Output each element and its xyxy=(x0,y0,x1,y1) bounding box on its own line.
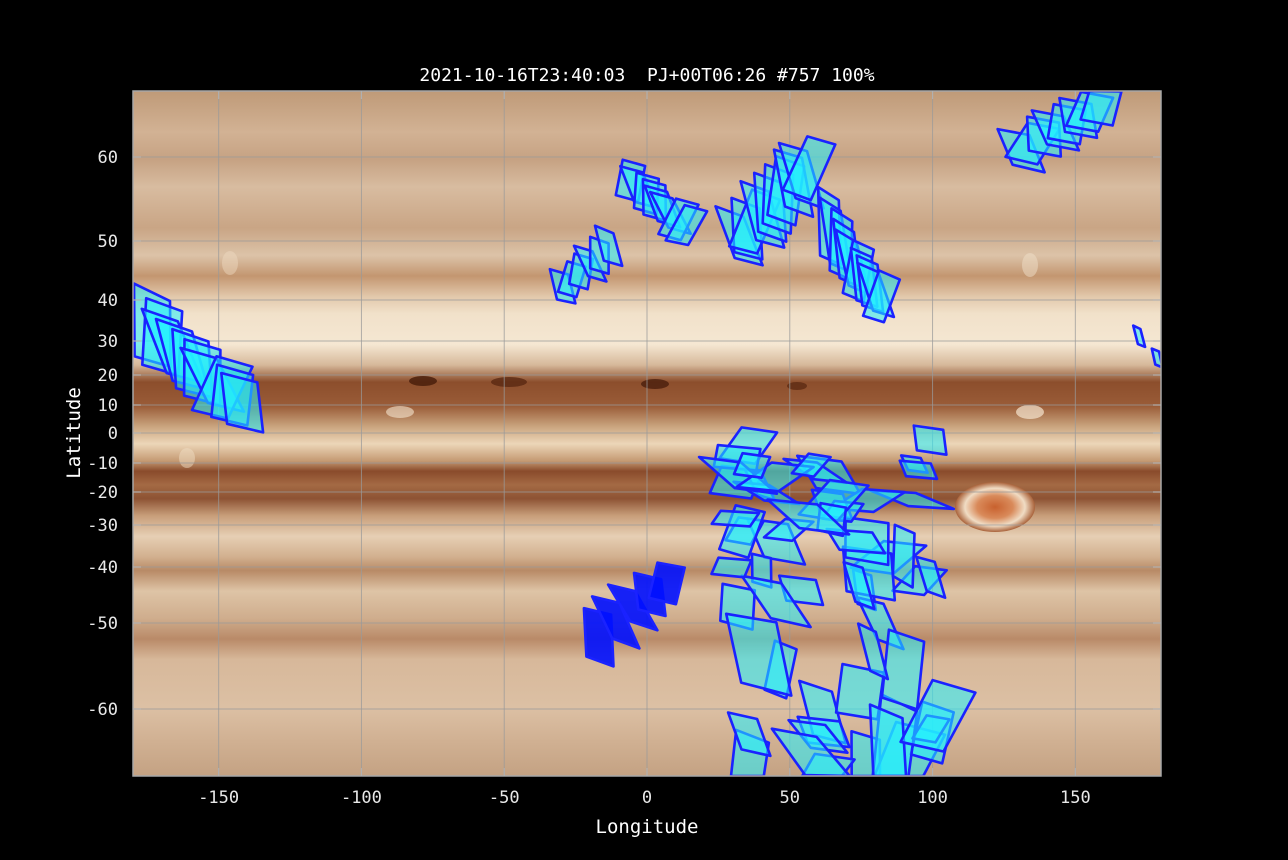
x-tick-label: -50 xyxy=(489,788,520,808)
footprint-polygon xyxy=(220,371,265,434)
chart-title: 2021-10-16T23:40:03 PJ+00T06:26 #757 100… xyxy=(419,65,874,86)
footprint-polygon xyxy=(740,574,812,629)
y-tick-label: 60 xyxy=(98,148,118,168)
footprint-polygon xyxy=(590,595,641,650)
y-tick-label: -60 xyxy=(87,700,118,720)
footprint-polygon xyxy=(724,612,793,697)
y-tick-label: -10 xyxy=(87,454,118,474)
footprint-polygon xyxy=(868,703,908,776)
y-tick-label: 40 xyxy=(98,291,118,311)
footprint-polygon xyxy=(710,556,753,579)
footprint-polygon xyxy=(856,622,890,681)
y-tick-label: -40 xyxy=(87,558,118,578)
footprint-polygon xyxy=(664,203,709,247)
y-tick-label: 50 xyxy=(98,232,118,252)
ticks xyxy=(133,91,1161,776)
y-tick-label: -30 xyxy=(87,516,118,536)
y-tick-label: 0 xyxy=(108,424,118,444)
x-axis-label: Longitude xyxy=(596,816,699,838)
y-tick-label: 30 xyxy=(98,332,118,352)
footprint-polygon xyxy=(606,583,659,632)
footprint-polygon xyxy=(1079,91,1123,127)
footprint-polygon xyxy=(726,711,772,758)
x-tick-label: 150 xyxy=(1060,788,1091,808)
footprint-polygon xyxy=(770,727,852,776)
footprint-polygon xyxy=(766,498,851,536)
x-tick-label: 0 xyxy=(642,788,652,808)
footprint-polygon xyxy=(647,561,687,606)
footprint-polygon xyxy=(732,451,772,480)
footprint-polygon xyxy=(1150,347,1161,369)
plot-area xyxy=(133,91,1161,776)
footprint-polygon xyxy=(593,224,624,268)
footprint-polygon xyxy=(912,424,948,457)
y-tick-label: -20 xyxy=(87,483,118,503)
footprints xyxy=(133,91,1161,776)
x-tick-label: 50 xyxy=(780,788,800,808)
footprint-polygon xyxy=(880,628,926,711)
y-axis-label: Latitude xyxy=(63,387,85,479)
x-tick-label: -150 xyxy=(198,788,239,808)
great-red-spot xyxy=(955,482,1035,532)
footprint-polygon xyxy=(914,555,947,600)
y-tick-label: 20 xyxy=(98,366,118,386)
y-tick-label: -50 xyxy=(87,614,118,634)
footprint-polygon xyxy=(861,269,902,324)
footprint-polygon xyxy=(781,135,837,202)
x-tick-label: 100 xyxy=(917,788,948,808)
x-tick-label: -100 xyxy=(341,788,382,808)
footprint-polygon xyxy=(898,459,939,481)
footprint-polygon xyxy=(842,560,876,611)
y-tick-labels: 60 50 40 30 20 10 0 -10 -20 -30 -40 -50 -60 xyxy=(87,148,118,720)
jupiter-map-features xyxy=(179,251,1044,532)
footprint-polygon xyxy=(891,523,916,589)
footprint-polygon xyxy=(710,509,761,528)
y-tick-label: 10 xyxy=(98,396,118,416)
footprint-polygon xyxy=(1131,324,1147,349)
footprint-polygon xyxy=(899,678,977,753)
footprint-polygon xyxy=(745,517,807,566)
x-tick-labels: -150 -100 -50 0 50 100 150 xyxy=(198,788,1091,808)
footprint-polygon xyxy=(790,452,832,478)
